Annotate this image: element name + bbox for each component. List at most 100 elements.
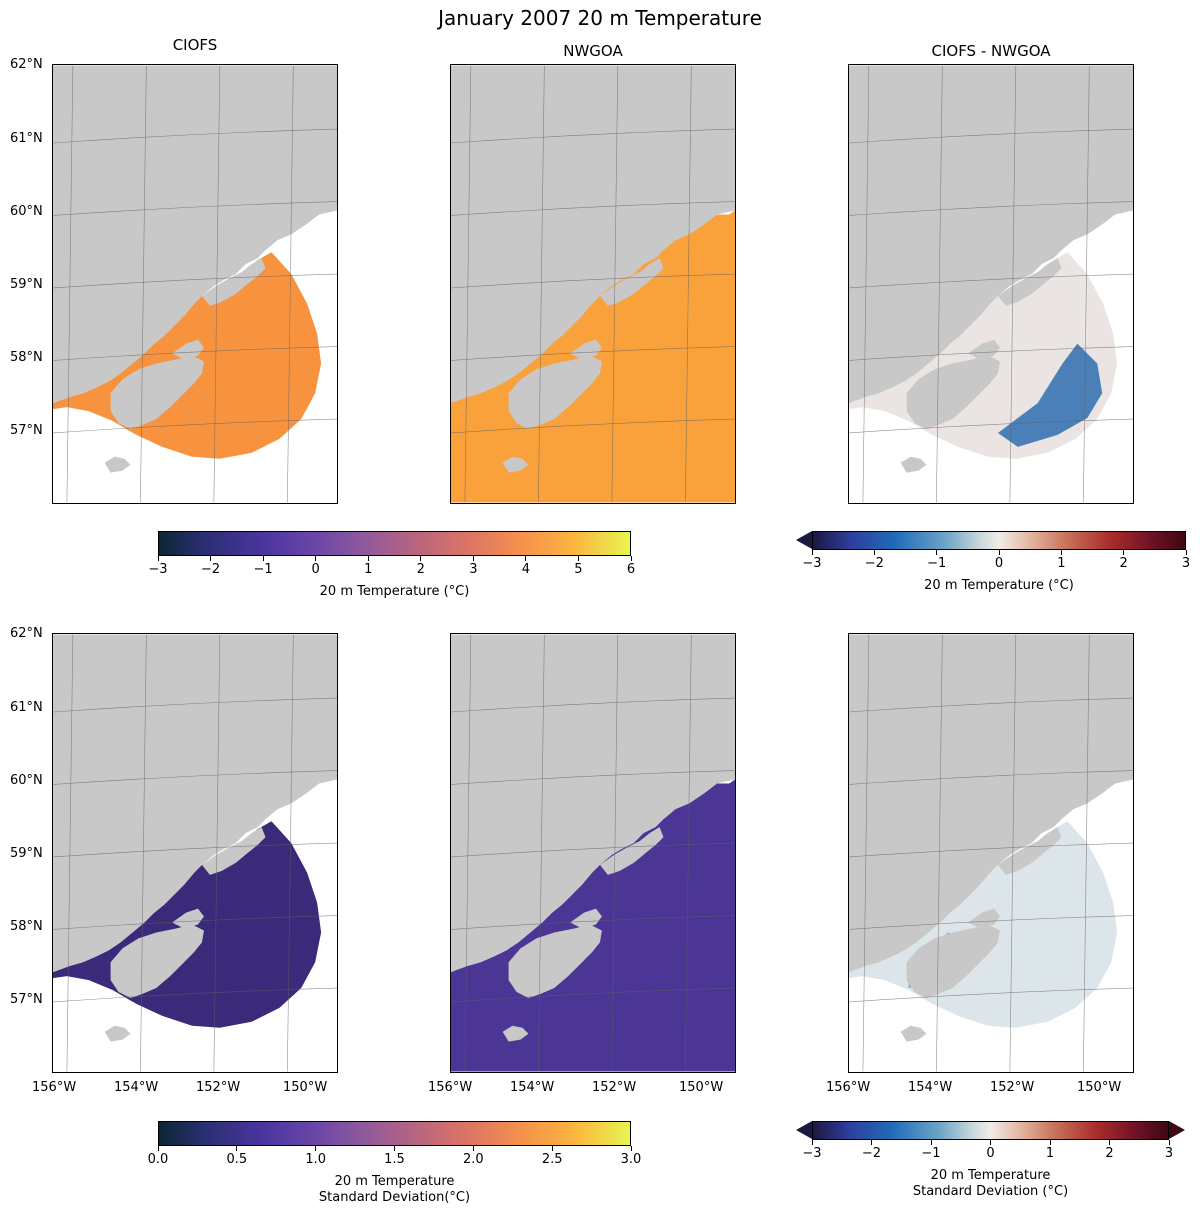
land-trinity-islands — [502, 456, 529, 473]
meridian-line — [140, 65, 147, 503]
parallel-line — [451, 915, 735, 930]
meridian-line — [936, 65, 943, 503]
parallel-line — [53, 273, 337, 289]
land-kodiak-island — [110, 924, 204, 998]
colorbar-std-difference — [812, 1121, 1169, 1140]
colorbar-tick-label: 1 — [1045, 1146, 1055, 1161]
land-mainland — [53, 65, 337, 404]
land-trinity-islands — [104, 456, 131, 473]
lon-label: 156°W — [32, 1080, 77, 1095]
colorbar-extend-high — [1169, 1121, 1185, 1139]
colorbar-tick — [1060, 550, 1062, 555]
colorbar-tick-label: 2 — [1105, 1146, 1114, 1161]
parallel-line — [451, 346, 735, 361]
land-trinity-islands — [104, 1025, 131, 1042]
meridian-line — [611, 634, 619, 1072]
land-mainland — [451, 65, 735, 404]
colorbar-tick-label: 3 — [469, 562, 478, 577]
map-nwgoa-std — [450, 633, 736, 1073]
parallel-line — [451, 201, 735, 216]
lat-label: 59°N — [10, 277, 43, 292]
lat-label: 57°N — [10, 992, 43, 1007]
colorbar-tick-label: 6 — [626, 562, 636, 577]
colorbar-tick — [1123, 550, 1125, 555]
parallel-line — [53, 987, 337, 1003]
meridian-line — [862, 634, 870, 1072]
meridian-line — [862, 65, 870, 503]
colorbar-tick-label: 0.5 — [226, 1152, 248, 1167]
colorbar-tick-label: 3 — [1181, 556, 1191, 571]
meridian-line — [1009, 65, 1017, 503]
colorbar-tick-label: 5 — [574, 562, 583, 577]
parallel-line — [53, 770, 337, 785]
colorbar-tick — [630, 1146, 632, 1151]
parallel-line — [451, 128, 735, 144]
meridian-line — [611, 65, 619, 503]
parallel-line — [849, 842, 1133, 858]
land-kenai-peninsula — [997, 258, 1062, 306]
colorbar-tick-label: −3 — [148, 562, 168, 577]
parallel-line — [849, 418, 1133, 434]
meridian-line — [1009, 634, 1017, 1072]
parallel-line — [53, 128, 337, 144]
land-afognak-island — [172, 339, 204, 360]
colorbar-tick-label: 3.0 — [620, 1152, 642, 1167]
colorbar-tick-label: 2.0 — [462, 1152, 484, 1167]
ocean-field — [451, 779, 735, 1072]
column-title-nwgoa: NWGOA — [563, 42, 623, 60]
meridian-line — [538, 65, 545, 503]
colorbar-tick — [262, 556, 264, 561]
colorbar-tick-label: −1 — [253, 562, 273, 577]
colorbar-temperature — [158, 531, 631, 556]
parallel-line — [849, 128, 1133, 144]
parallel-line — [53, 697, 337, 713]
lat-label: 58°N — [10, 350, 43, 365]
colorbar-tick-label: 0 — [986, 1146, 995, 1161]
colorbar-tick-label: 4 — [521, 562, 531, 577]
land-kenai-peninsula — [599, 258, 664, 306]
lon-label: 154°W — [114, 1080, 159, 1095]
colorbar-tick-label: 2.5 — [541, 1152, 563, 1167]
lon-label: 154°W — [510, 1080, 555, 1095]
colorbar-extend-low — [796, 1121, 812, 1139]
meridian-line — [213, 65, 221, 503]
colorbar-std-label: 20 m Temperature Standard Deviation(°C) — [318, 1174, 471, 1205]
lat-label: 60°N — [10, 773, 43, 788]
land-afognak-island — [968, 908, 1000, 929]
colorbar-tick-label: 3 — [1164, 1146, 1174, 1161]
meridian-line — [287, 634, 294, 1072]
parallel-line — [53, 842, 337, 858]
graticule — [53, 634, 337, 1072]
colorbar-tick — [551, 1146, 553, 1151]
land-kodiak-island — [110, 355, 204, 429]
land-trinity-islands — [900, 456, 927, 473]
colorbar-tick — [472, 1146, 474, 1151]
meridian-line — [140, 634, 147, 1072]
parallel-line — [53, 915, 337, 930]
meridian-line — [936, 634, 943, 1072]
map-ciofs-temperature — [52, 64, 338, 504]
graticule — [451, 634, 735, 1072]
map-ciofs-std — [52, 633, 338, 1073]
colorbar-tick — [873, 550, 875, 555]
lon-label: 156°W — [826, 1080, 871, 1095]
lat-label: 61°N — [10, 700, 43, 715]
lon-label: 154°W — [908, 1080, 953, 1095]
land-kenai-peninsula — [599, 827, 664, 875]
lon-label: 150°W — [679, 1080, 724, 1095]
map-nwgoa-temperature — [450, 64, 736, 504]
colorbar-tick — [630, 556, 632, 561]
land-afognak-island — [570, 908, 602, 929]
lat-label: 58°N — [10, 919, 43, 934]
land-mainland — [849, 65, 1133, 404]
lon-label: 150°W — [283, 1080, 328, 1095]
colorbar-extend-low — [796, 531, 812, 549]
colorbar-tick — [1049, 1140, 1051, 1145]
land-mainland — [849, 634, 1133, 973]
parallel-line — [849, 915, 1133, 930]
parallel-line — [53, 346, 337, 361]
parallel-line — [451, 842, 735, 858]
lon-label: 152°W — [592, 1080, 637, 1095]
colorbar-tick — [930, 1140, 932, 1145]
land-afognak-island — [968, 339, 1000, 360]
